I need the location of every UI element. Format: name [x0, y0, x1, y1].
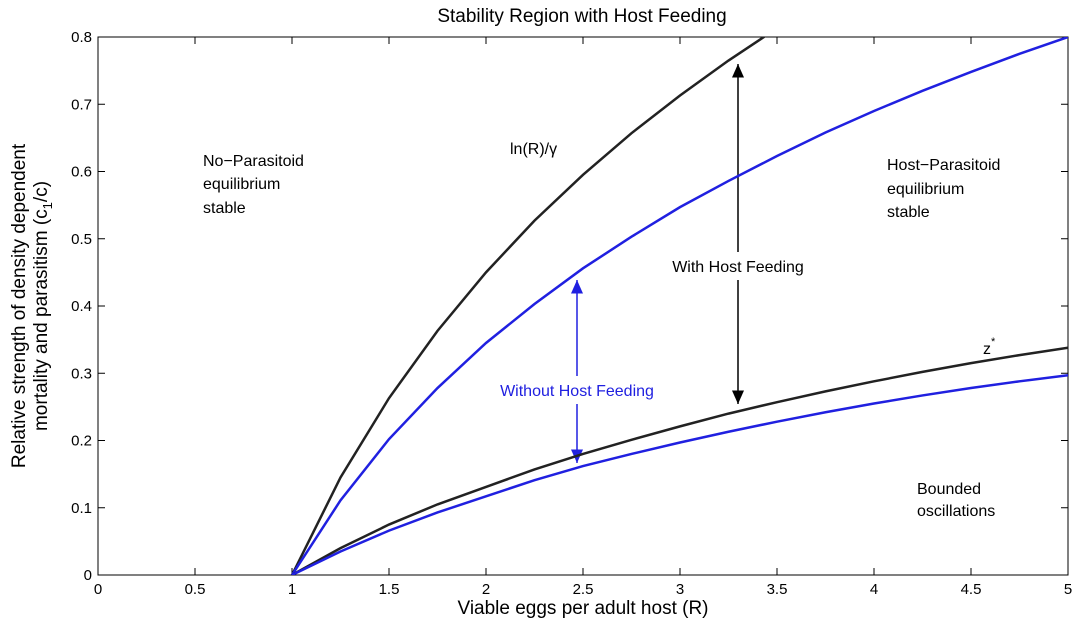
y-axis-label: mortality and parasitism (c1/c)	[31, 181, 55, 431]
x-tick-label: 0	[94, 581, 102, 598]
y-tick-label: 0.7	[71, 96, 92, 113]
x-tick-label: 4.5	[961, 581, 982, 598]
x-tick-label: 1.5	[379, 581, 400, 598]
y-tick-label: 0.8	[71, 29, 92, 46]
x-tick-label: 5	[1064, 581, 1072, 598]
y-axis-label-sub: 1	[40, 202, 55, 209]
y-tick-label: 0.4	[71, 298, 92, 315]
annotation: No−Parasitoid	[203, 153, 304, 170]
line-series	[290, 37, 767, 575]
annotation: equilibrium	[887, 181, 964, 198]
x-tick-label: 0.5	[185, 581, 206, 598]
line-series	[291, 374, 1068, 575]
annotation: stable	[203, 200, 246, 217]
annotation: ln(R)/γ	[510, 141, 557, 158]
annotation: stable	[887, 204, 930, 221]
plot-area	[290, 37, 1068, 575]
x-tick-label: 1	[288, 581, 296, 598]
x-tick-label: 2	[482, 581, 490, 598]
annotation: Host−Parasitoid	[887, 157, 1000, 174]
line-series	[290, 37, 1068, 575]
x-tick-label: 3.5	[767, 581, 788, 598]
x-tick-label: 2.5	[573, 581, 594, 598]
x-tick-label: 3	[676, 581, 684, 598]
annotation: equilibrium	[203, 176, 280, 193]
y-tick-label: 0.6	[71, 164, 92, 181]
y-tick-label: 0.2	[71, 433, 92, 450]
y-tick-label: 0	[84, 567, 92, 584]
y-tick-label: 0.3	[71, 365, 92, 382]
line-series	[291, 346, 1068, 575]
y-tick-label: 0.5	[71, 231, 92, 248]
y-axis-label-part: mortality and parasitism (c	[31, 209, 52, 431]
annotation: Without Host Feeding	[500, 383, 654, 400]
annotation-part: z	[983, 341, 991, 358]
annotation: oscillations	[917, 503, 995, 520]
y-axis-label-part: /c)	[31, 181, 52, 202]
annotation: Bounded	[917, 481, 981, 498]
chart-title: Stability Region with Host Feeding	[437, 6, 726, 27]
annotation: With Host Feeding	[672, 259, 804, 276]
y-tick-label: 0.1	[71, 500, 92, 517]
annotation: z*	[983, 336, 996, 358]
x-tick-label: 4	[870, 581, 878, 598]
x-axis-label: Viable eggs per adult host (R)	[457, 598, 708, 619]
annotation-sup: *	[991, 336, 996, 348]
y-axis-label: Relative strength of density dependent	[9, 143, 30, 468]
